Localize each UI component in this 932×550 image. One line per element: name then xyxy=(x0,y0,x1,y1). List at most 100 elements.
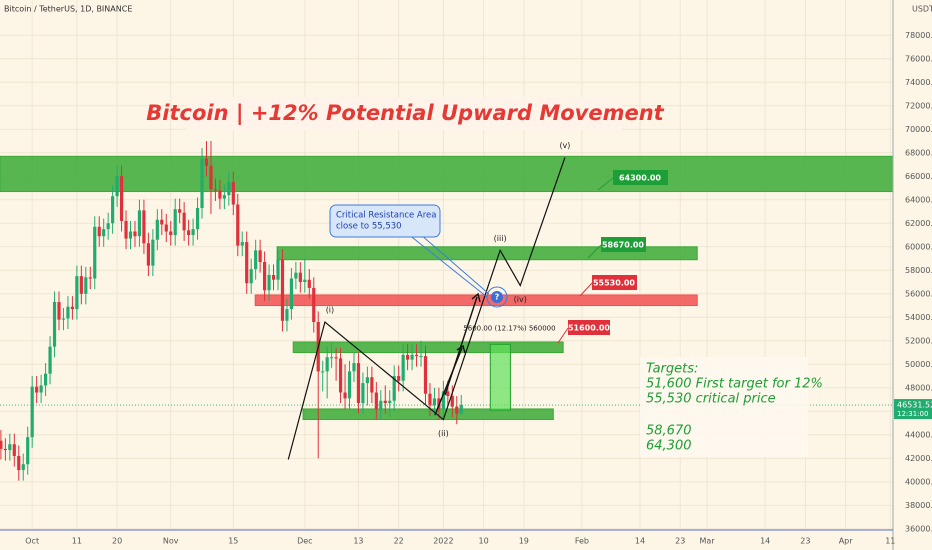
tag-pointer xyxy=(557,327,569,344)
candle-body xyxy=(12,444,16,456)
candle-body xyxy=(254,250,258,270)
candle-body xyxy=(213,189,218,191)
candle-body xyxy=(21,464,25,471)
candle-body xyxy=(267,274,271,291)
candle-body xyxy=(124,220,128,239)
title-bg xyxy=(187,97,622,130)
candle-body xyxy=(169,231,173,236)
candle-body xyxy=(276,259,280,280)
candle-body xyxy=(455,406,459,414)
x-tick-label: 20 xyxy=(112,537,122,546)
candle-body xyxy=(52,302,57,347)
candle-body xyxy=(307,279,311,288)
y-tick-label: 64000.00 xyxy=(905,195,932,204)
zone xyxy=(0,155,894,193)
candle-body xyxy=(414,354,419,357)
candle-body xyxy=(187,230,191,236)
candle-body xyxy=(294,272,298,279)
candle-body xyxy=(419,356,423,358)
wave-label: (ii) xyxy=(438,429,449,438)
candle-body xyxy=(446,391,450,397)
candle-body xyxy=(160,219,164,225)
y-tick-label: 68000.00 xyxy=(905,148,932,157)
callout-box xyxy=(329,204,441,238)
tag xyxy=(592,275,637,290)
candle-body xyxy=(356,363,361,404)
target-line: 51,600 First target for 12% xyxy=(646,377,823,392)
candle-body xyxy=(151,239,155,266)
candle-body xyxy=(271,274,276,280)
candle-body xyxy=(8,444,12,451)
candle-body xyxy=(240,242,244,246)
price-label: 46531.52 xyxy=(897,401,932,410)
candle-body xyxy=(200,158,204,209)
candle-body xyxy=(334,357,338,359)
candle-body xyxy=(280,259,285,321)
candle-body xyxy=(75,276,79,310)
y-tick-label: 50000.00 xyxy=(905,360,932,369)
candle-body xyxy=(352,363,356,372)
candle-body xyxy=(450,396,454,407)
zone xyxy=(302,408,554,421)
y-tick-label: 56000.00 xyxy=(905,289,932,298)
zone xyxy=(276,246,698,261)
x-tick-label: Oct xyxy=(25,537,39,546)
candle-body xyxy=(111,196,115,224)
candle-body xyxy=(191,229,195,236)
candle-body xyxy=(298,272,302,283)
wave-label: (iv) xyxy=(514,295,527,304)
candle-body xyxy=(374,392,378,409)
x-tick-label: 15 xyxy=(228,537,238,546)
y-tick-label: 54000.00 xyxy=(905,313,932,322)
y-tick-label: 70000.00 xyxy=(905,125,932,134)
tag-pointer xyxy=(587,244,602,259)
chart-title: Bitcoin | +12% Potential Upward Movement xyxy=(146,101,664,126)
candle-body xyxy=(321,371,325,373)
arrow-head xyxy=(456,344,466,354)
candle-body xyxy=(406,354,410,360)
candle-body xyxy=(227,182,231,196)
candle-body xyxy=(178,209,182,213)
candle-body xyxy=(361,383,365,404)
candle-body xyxy=(102,229,106,237)
candle-body xyxy=(48,346,52,374)
x-tick-label: 19 xyxy=(519,537,529,546)
y-tick-label: 42000.00 xyxy=(905,454,932,463)
candle-body xyxy=(343,392,347,399)
candle-body xyxy=(365,377,369,384)
candle-body xyxy=(142,210,146,244)
candle-body xyxy=(423,356,428,394)
candle-body xyxy=(432,398,437,406)
candle-body xyxy=(218,190,222,199)
candle-body xyxy=(245,242,249,284)
candle-body xyxy=(26,437,30,465)
candle-body xyxy=(61,318,66,320)
candle-body xyxy=(79,276,83,294)
candle-body xyxy=(388,400,392,404)
y-tick-label: 74000.00 xyxy=(905,78,932,87)
candle-body xyxy=(441,391,445,409)
target-line: 58,670 xyxy=(646,424,692,439)
x-tick-label: 10 xyxy=(479,537,489,546)
target-line: 55,530 critical price xyxy=(646,392,776,407)
tag xyxy=(613,170,668,185)
candle-body xyxy=(17,455,21,471)
x-tick-label: 23 xyxy=(800,537,810,546)
x-tick-label: Dec xyxy=(297,537,312,546)
callout-pointer xyxy=(407,233,488,298)
candle-body xyxy=(285,309,289,321)
y-tick-label: 60000.00 xyxy=(905,242,932,251)
callout-line: Critical Resistance Area xyxy=(336,211,437,221)
candle-body xyxy=(119,176,124,221)
candle-body xyxy=(93,226,97,279)
tag-label: 64300.00 xyxy=(619,174,661,183)
tag xyxy=(568,320,610,335)
y-tick-label: 78000.00 xyxy=(905,31,932,40)
tag-label: 51600.00 xyxy=(568,324,610,333)
question-icon xyxy=(491,291,503,303)
candle-body xyxy=(325,357,329,372)
candle-body xyxy=(57,302,61,320)
candle-body xyxy=(155,219,159,240)
candle-body xyxy=(204,158,209,166)
